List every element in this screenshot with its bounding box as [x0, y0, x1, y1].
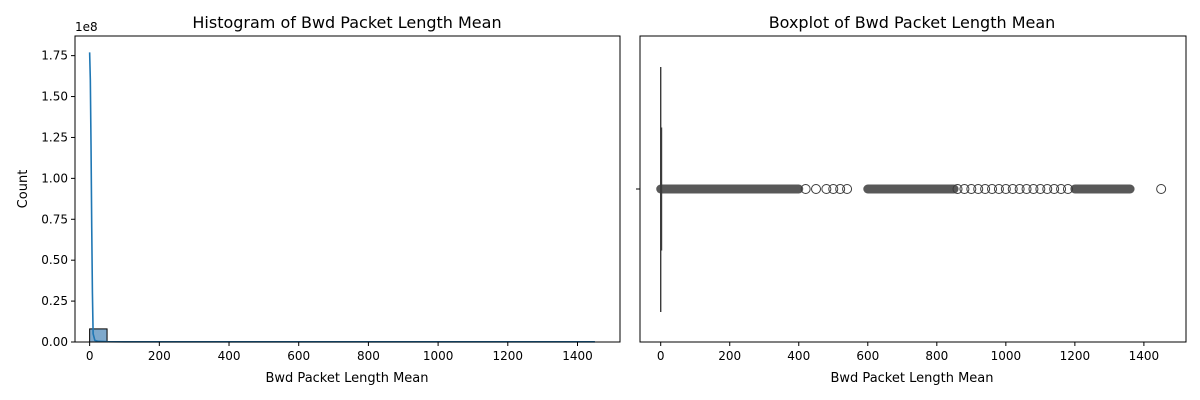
histogram-x-tick-label: 0 [86, 349, 94, 363]
histogram-x-tick-label: 800 [357, 349, 380, 363]
boxplot-outlier [1062, 184, 1073, 194]
histogram-kde-line [88, 52, 595, 343]
boxplot-outlier [973, 184, 984, 194]
boxplot-x-axis-label: Bwd Packet Length Mean [831, 371, 994, 386]
boxplot-x-tick-label: 0 [657, 349, 665, 363]
boxplot-outlier [811, 184, 822, 194]
boxplot-outlier [959, 184, 970, 194]
histogram-y-tick-label: 0.25 [41, 294, 68, 308]
boxplot-plot-area [656, 67, 1167, 312]
boxplot-x-tick-label: 1000 [991, 349, 1022, 363]
boxplot-outlier [993, 184, 1004, 194]
boxplot-outlier [966, 184, 977, 194]
boxplot-x-tick-label: 400 [787, 349, 810, 363]
histogram-x-tick-label: 1200 [493, 349, 524, 363]
boxplot-outlier [1035, 184, 1046, 194]
boxplot-outlier [1028, 184, 1039, 194]
histogram-chart: Histogram of Bwd Packet Length Mean 1e8 … [16, 13, 621, 386]
boxplot-title: Boxplot of Bwd Packet Length Mean [769, 13, 1056, 32]
histogram-y-offset-label: 1e8 [75, 20, 98, 34]
boxplot-outlier [828, 184, 839, 194]
boxplot-x-tick-label: 200 [718, 349, 741, 363]
boxplot-outlier [1007, 184, 1018, 194]
boxplot-outlier [1056, 184, 1067, 194]
boxplot-outlier [800, 184, 811, 194]
histogram-x-axis-label: Bwd Packet Length Mean [266, 371, 429, 386]
boxplot-outlier [1014, 184, 1025, 194]
boxplot-outlier [952, 184, 963, 194]
boxplot-outlier [1042, 184, 1053, 194]
boxplot-outlier [1000, 184, 1011, 194]
histogram-y-tick-label: 0.75 [41, 212, 68, 226]
boxplot-x-tick-label: 600 [856, 349, 879, 363]
histogram-y-tick-label: 0.00 [41, 335, 68, 349]
boxplot-outlier [1049, 184, 1060, 194]
boxplot-x-axis: 0 200 400 600 800 1000 1200 1400 [657, 342, 1159, 363]
boxplot-x-tick-label: 800 [925, 349, 948, 363]
histogram-x-tick-label: 400 [218, 349, 241, 363]
histogram-y-tick-label: 1.00 [41, 171, 68, 185]
histogram-x-tick-label: 600 [287, 349, 310, 363]
boxplot-outlier [1156, 184, 1167, 194]
histogram-bar [89, 328, 108, 343]
histogram-x-axis: 0 200 400 600 800 1000 1200 1400 [86, 342, 593, 363]
histogram-y-axis: 0.00 0.25 0.50 0.75 1.00 1.25 1.50 1.75 [41, 49, 75, 349]
boxplot-x-tick-label: 1200 [1060, 349, 1091, 363]
histogram-frame [74, 35, 621, 343]
histogram-y-tick-label: 0.50 [41, 253, 68, 267]
boxplot-x-tick-label: 1400 [1129, 349, 1160, 363]
boxplot-outlier [842, 184, 853, 194]
histogram-y-tick-label: 1.25 [41, 130, 68, 144]
histogram-x-tick-label: 1000 [423, 349, 454, 363]
boxplot-outlier [821, 184, 832, 194]
histogram-x-tick-label: 200 [148, 349, 171, 363]
boxplot-chart: Boxplot of Bwd Packet Length Mean 0 200 40… [636, 13, 1187, 386]
histogram-plot-area [88, 52, 595, 343]
boxplot-outlier [987, 184, 998, 194]
histogram-y-axis-label: Count [16, 170, 31, 209]
histogram-title: Histogram of Bwd Packet Length Mean [192, 13, 501, 32]
boxplot-outlier [980, 184, 991, 194]
boxplot-outlier [1021, 184, 1032, 194]
boxplot-outlier [835, 184, 846, 194]
histogram-y-tick-label: 1.75 [41, 49, 68, 63]
histogram-y-tick-label: 1.50 [41, 90, 68, 104]
histogram-x-tick-label: 1400 [562, 349, 593, 363]
